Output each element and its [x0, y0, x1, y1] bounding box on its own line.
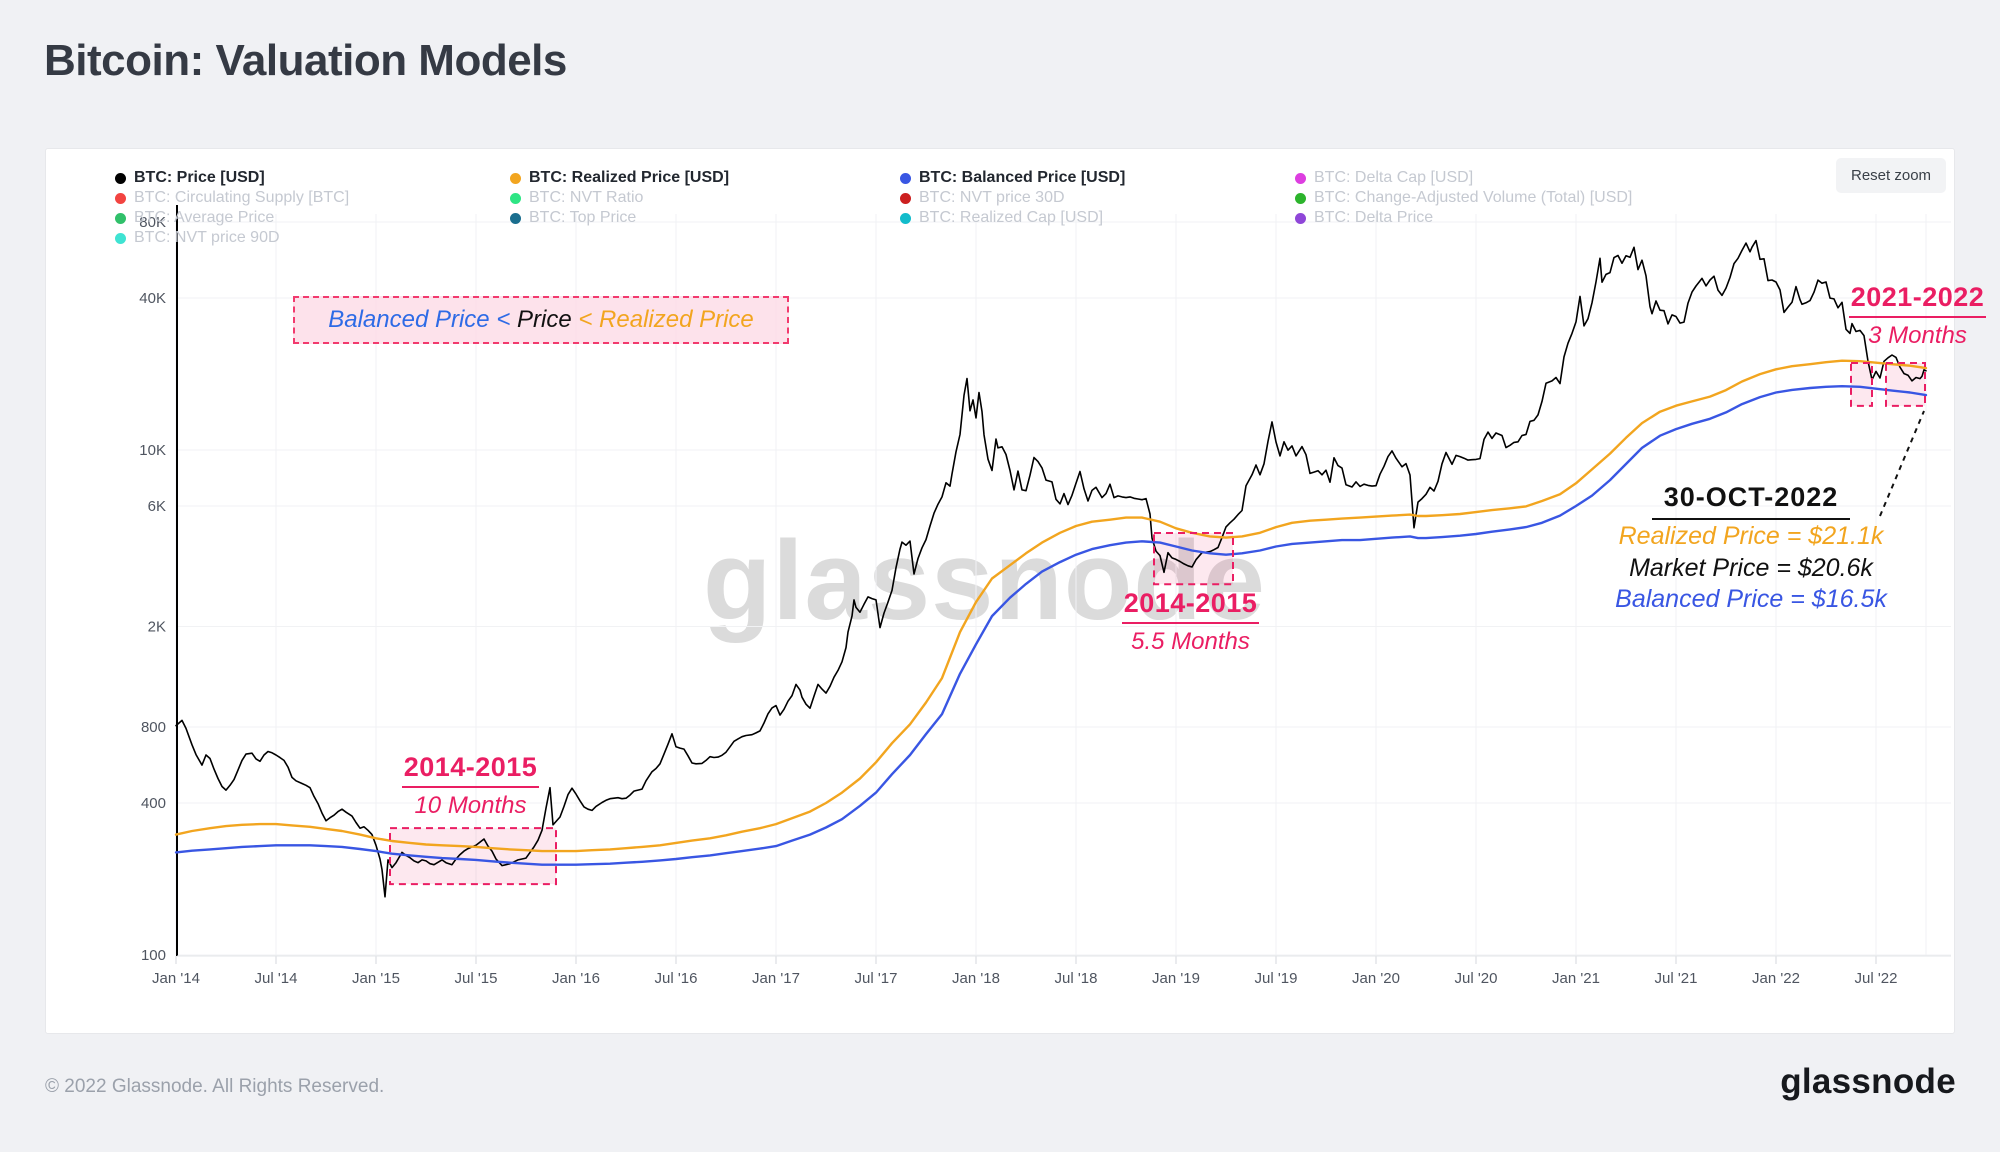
relation-part: Price	[517, 306, 572, 333]
reset-zoom-button[interactable]: Reset zoom	[1836, 158, 1947, 193]
legend-color-dot-icon	[900, 192, 911, 204]
legend-item-label: BTC: Top Price	[529, 209, 637, 226]
annotation-subtitle: 5.5 Months	[1131, 628, 1250, 655]
legend-item-btc-change-adjusted-volume-total-usd[interactable]: BTC: Change-Adjusted Volume (Total) [USD…	[1295, 189, 1632, 207]
svg-text:Jul '21: Jul '21	[1655, 970, 1698, 987]
legend-item-btc-delta-price[interactable]: BTC: Delta Price	[1295, 209, 1632, 227]
svg-text:2K: 2K	[148, 619, 166, 636]
legend-color-dot-icon	[510, 192, 521, 204]
svg-text:40K: 40K	[139, 290, 166, 307]
annotation-subtitle: 3 Months	[1868, 322, 1967, 349]
legend-color-dot-icon	[115, 232, 126, 244]
svg-text:Jan '16: Jan '16	[552, 970, 600, 987]
svg-text:Jan '15: Jan '15	[352, 970, 400, 987]
svg-text:400: 400	[141, 795, 166, 812]
page-title: Bitcoin: Valuation Models	[44, 36, 567, 85]
legend-item-btc-price-usd[interactable]: BTC: Price [USD]	[115, 169, 510, 187]
legend-color-dot-icon	[510, 172, 521, 184]
svg-text:Jul '19: Jul '19	[1255, 970, 1298, 987]
relation-part: < Realized Price	[571, 306, 754, 333]
legend-item-label: BTC: Circulating Supply [BTC]	[134, 189, 350, 206]
svg-text:Jul '15: Jul '15	[455, 970, 498, 987]
legend-color-dot-icon	[115, 212, 126, 224]
svg-text:100: 100	[141, 947, 166, 964]
svg-text:800: 800	[141, 719, 166, 736]
legend-item-label: BTC: Balanced Price [USD]	[919, 169, 1126, 186]
legend-item-label: BTC: Price [USD]	[134, 169, 265, 186]
legend-item-btc-balanced-price-usd[interactable]: BTC: Balanced Price [USD]	[900, 169, 1295, 187]
legend-item-label: BTC: Realized Cap [USD]	[919, 209, 1104, 226]
legend-item-label: BTC: Delta Cap [USD]	[1314, 169, 1474, 186]
legend-item-btc-circulating-supply-btc[interactable]: BTC: Circulating Supply [BTC]	[115, 189, 510, 207]
legend-item-label: BTC: Delta Price	[1314, 209, 1434, 226]
callout-line: Balanced Price = $16.5k	[1615, 585, 1887, 613]
legend-item-label: BTC: Average Price	[134, 209, 275, 226]
svg-text:Jul '16: Jul '16	[655, 970, 698, 987]
legend-item-label: BTC: Realized Price [USD]	[529, 169, 730, 186]
svg-text:Jul '17: Jul '17	[855, 970, 898, 987]
relation-part: Balanced Price <	[328, 306, 517, 333]
legend-color-dot-icon	[1295, 192, 1306, 204]
callout-date: 30-OCT-2022	[1651, 482, 1851, 520]
annotation-2014-2015-5-5-months: 2014-2015 5.5 Months	[1088, 588, 1293, 656]
svg-text:Jan '14: Jan '14	[152, 970, 200, 987]
annotation-title: 2014-2015	[401, 752, 540, 788]
legend-item-label: BTC: NVT Ratio	[529, 189, 644, 206]
legend-item-label: BTC: NVT price 30D	[919, 189, 1065, 206]
legend-color-dot-icon	[115, 172, 126, 184]
annotation-subtitle: 10 Months	[414, 792, 527, 819]
legend-color-dot-icon	[900, 172, 911, 184]
glassnode-logo: glassnode	[1780, 1062, 1956, 1101]
annotation-2014-2015-10-months: 2014-2015 10 Months	[368, 752, 573, 820]
relation-annotation: Balanced Price < Price < Realized Price	[293, 296, 789, 344]
svg-text:Jan '17: Jan '17	[752, 970, 800, 987]
legend-item-btc-delta-cap-usd[interactable]: BTC: Delta Cap [USD]	[1295, 169, 1632, 187]
chart-panel	[45, 148, 1955, 1034]
svg-text:Jan '19: Jan '19	[1152, 970, 1200, 987]
legend-item-btc-top-price[interactable]: BTC: Top Price	[510, 209, 900, 227]
legend-item-btc-nvt-price-90d[interactable]: BTC: NVT price 90D	[115, 229, 510, 247]
annotation-title: 2021-2022	[1848, 282, 1987, 318]
legend-color-dot-icon	[1295, 212, 1306, 224]
svg-text:Jan '22: Jan '22	[1752, 970, 1800, 987]
legend-item-btc-realized-price-usd[interactable]: BTC: Realized Price [USD]	[510, 169, 900, 187]
legend-item-label: BTC: NVT price 90D	[134, 229, 280, 246]
annotation-2021-2022-3-months: 2021-2022 3 Months	[1815, 282, 2000, 350]
legend-item-btc-nvt-price-30d[interactable]: BTC: NVT price 30D	[900, 189, 1295, 207]
legend-color-dot-icon	[510, 212, 521, 224]
svg-text:Jan '20: Jan '20	[1352, 970, 1400, 987]
svg-text:Jul '18: Jul '18	[1055, 970, 1098, 987]
svg-text:Jul '22: Jul '22	[1855, 970, 1898, 987]
callout-line: Market Price = $20.6k	[1629, 553, 1873, 582]
svg-text:Jan '18: Jan '18	[952, 970, 1000, 987]
svg-text:10K: 10K	[139, 442, 166, 459]
callout-30-oct-2022: 30-OCT-2022 Realized Price = $21.1k Marke…	[1599, 482, 1903, 615]
callout-line: Realized Price = $21.1k	[1618, 522, 1884, 550]
legend-color-dot-icon	[900, 212, 911, 224]
svg-text:6K: 6K	[148, 498, 166, 515]
svg-text:Jan '21: Jan '21	[1552, 970, 1600, 987]
legend-item-btc-nvt-ratio[interactable]: BTC: NVT Ratio	[510, 189, 900, 207]
svg-text:Jul '14: Jul '14	[255, 970, 298, 987]
svg-text:Jul '20: Jul '20	[1455, 970, 1498, 987]
svg-text:80K: 80K	[139, 214, 166, 231]
legend-color-dot-icon	[115, 192, 126, 204]
chart-legend: BTC: Price [USD] BTC: Realized Price [USD…	[115, 168, 1632, 248]
legend-item-label: BTC: Change-Adjusted Volume (Total) [USD…	[1314, 189, 1633, 206]
legend-item-btc-realized-cap-usd[interactable]: BTC: Realized Cap [USD]	[900, 209, 1295, 227]
legend-item-btc-average-price[interactable]: BTC: Average Price	[115, 209, 510, 227]
legend-color-dot-icon	[1295, 172, 1306, 184]
callout-lines: Realized Price = $21.1k Market Price = $2…	[1599, 522, 1903, 615]
annotation-title: 2014-2015	[1121, 588, 1260, 624]
copyright-text: © 2022 Glassnode. All Rights Reserved.	[45, 1076, 385, 1097]
